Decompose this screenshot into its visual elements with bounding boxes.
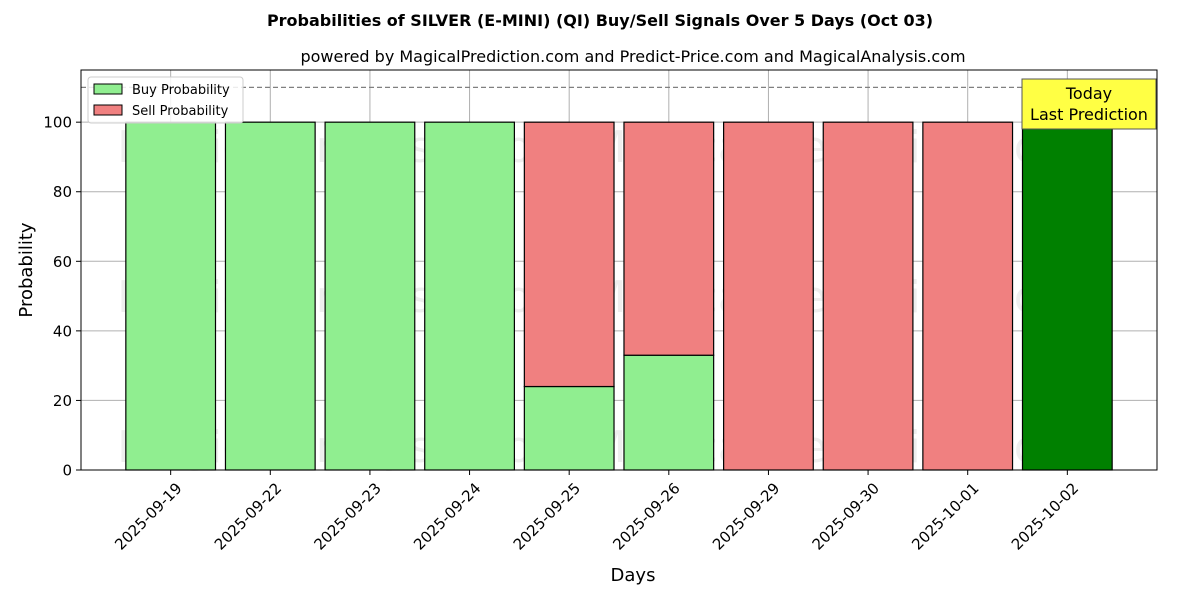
annotation-line: Today bbox=[1065, 84, 1112, 103]
annotation-background bbox=[1021, 78, 1157, 130]
bar-sell bbox=[822, 121, 914, 471]
bar-buy bbox=[125, 121, 217, 471]
bar-buy bbox=[623, 354, 715, 471]
x-tick-label: 2025-09-30 bbox=[809, 479, 883, 553]
x-tick-label: 2025-09-19 bbox=[111, 479, 185, 553]
y-axis-label: Probability bbox=[16, 222, 37, 317]
x-tick-label: 2025-10-02 bbox=[1008, 479, 1082, 553]
legend: Buy Probability Sell Probability bbox=[87, 76, 244, 124]
bar-buy bbox=[424, 121, 515, 471]
y-tick-label: 60 bbox=[53, 253, 72, 271]
x-tick-label: 2025-09-23 bbox=[310, 479, 384, 553]
y-tick-label: 20 bbox=[53, 392, 72, 410]
y-axis: 0 20 40 60 80 100 bbox=[43, 114, 81, 480]
plot-frame bbox=[80, 69, 1158, 471]
chart-title: Probabilities of SILVER (E-MINI) (QI) Bu… bbox=[267, 11, 933, 30]
bar-sell bbox=[922, 121, 1014, 471]
bar-sell bbox=[623, 121, 715, 356]
x-axis-label: Days bbox=[611, 565, 656, 586]
annotation-line: Last Prediction bbox=[1030, 105, 1148, 124]
bar-sell bbox=[723, 121, 814, 471]
legend-label: Sell Probability bbox=[132, 104, 229, 119]
x-tick-label: 2025-09-22 bbox=[211, 479, 285, 553]
bar-buy bbox=[224, 121, 316, 471]
x-tick-label: 2025-09-25 bbox=[510, 479, 584, 553]
y-tick-label: 0 bbox=[62, 462, 72, 480]
x-tick-label: 2025-09-29 bbox=[709, 479, 783, 553]
bar-buy bbox=[523, 385, 615, 471]
bar-sell bbox=[523, 121, 615, 388]
x-tick-label: 2025-10-01 bbox=[908, 479, 982, 553]
y-tick-label: 80 bbox=[53, 183, 72, 201]
bar-buy bbox=[1021, 121, 1113, 471]
legend-box bbox=[87, 76, 244, 124]
legend-swatch bbox=[93, 83, 123, 95]
legend-swatch bbox=[93, 104, 123, 116]
y-tick-label: 100 bbox=[43, 114, 72, 132]
annotation-box: Today Last Prediction bbox=[1021, 78, 1157, 130]
y-tick-label: 40 bbox=[53, 322, 72, 340]
bars bbox=[125, 121, 1113, 471]
bar-buy bbox=[324, 121, 416, 471]
chart-subtitle: powered by MagicalPrediction.com and Pre… bbox=[300, 47, 965, 66]
x-tick-label: 2025-09-24 bbox=[410, 479, 484, 553]
x-tick-label: 2025-09-26 bbox=[609, 479, 683, 553]
legend-label: Buy Probability bbox=[132, 83, 230, 98]
x-axis: 2025-09-19 2025-09-22 2025-09-23 2025-09-24… bbox=[111, 470, 1082, 554]
